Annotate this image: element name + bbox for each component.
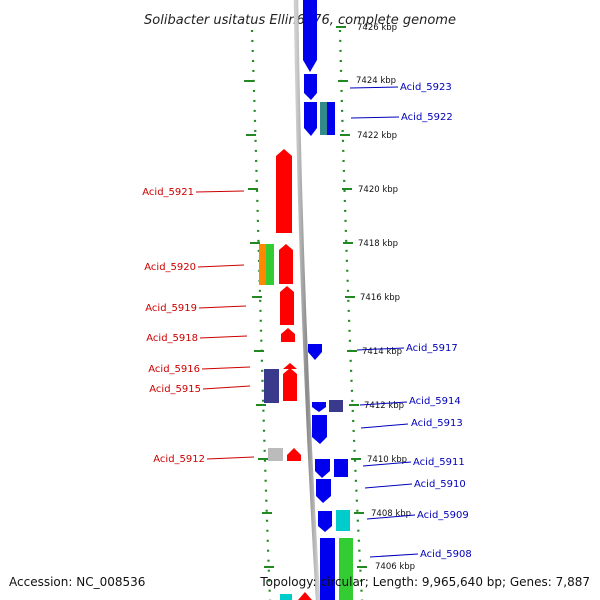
gene-label[interactable]: Acid_5921 — [142, 187, 194, 198]
gene-block[interactable] — [280, 594, 292, 600]
gene-arrow[interactable] — [303, 0, 317, 60]
tick-label: 7426 kbp — [357, 23, 397, 33]
tick-label: 7418 kbp — [358, 239, 398, 249]
gene-label[interactable]: Acid_5918 — [146, 333, 198, 344]
gene-label[interactable]: Acid_5923 — [400, 82, 452, 93]
genome-backbone — [293, 0, 321, 600]
gene-label[interactable]: Acid_5922 — [401, 112, 453, 123]
left-ticks — [244, 80, 274, 568]
gene-label[interactable]: Acid_5917 — [406, 343, 458, 354]
tick-guides — [250, 29, 364, 600]
gene-block[interactable] — [259, 244, 267, 285]
gene-block[interactable] — [266, 244, 274, 285]
left-gene-labels: Acid_5921 Acid_5920 Acid_5919 Acid_5918 … — [142, 187, 205, 465]
tick-label: 7408 kbp — [371, 509, 411, 519]
tick-label: 7406 kbp — [375, 562, 415, 572]
gene-features[interactable] — [259, 0, 353, 600]
gene-arrow[interactable] — [312, 415, 327, 444]
gene-arrow[interactable] — [308, 344, 322, 360]
scale-labels: 7426 kbp 7424 kbp 7422 kbp 7420 kbp 7418… — [356, 23, 415, 572]
tick-label: 7412 kbp — [364, 401, 404, 411]
gene-block[interactable] — [339, 538, 353, 600]
gene-block[interactable] — [336, 510, 350, 531]
gene-arrow[interactable] — [318, 511, 332, 532]
gene-arrow[interactable] — [280, 286, 294, 325]
gene-arrow[interactable] — [304, 102, 317, 136]
tick-label: 7420 kbp — [358, 185, 398, 195]
gene-arrow[interactable] — [279, 244, 293, 284]
tick-label: 7410 kbp — [367, 455, 407, 465]
gene-arrow[interactable] — [287, 448, 301, 461]
major-ticks — [336, 26, 367, 568]
gene-label[interactable]: Acid_5914 — [409, 396, 461, 407]
gene-label[interactable]: Acid_5911 — [413, 457, 465, 468]
gene-label[interactable]: Acid_5919 — [145, 303, 197, 314]
gene-block[interactable] — [334, 459, 348, 477]
topology-label: Topology: circular; Length: 9,965,640 bp… — [259, 575, 590, 589]
gene-label[interactable]: Acid_5910 — [414, 479, 466, 490]
gene-arrow[interactable] — [276, 149, 292, 233]
tick-label: 7422 kbp — [357, 131, 397, 141]
gene-label[interactable]: Acid_5915 — [149, 384, 201, 395]
gene-label[interactable]: Acid_5912 — [153, 454, 205, 465]
gene-label[interactable]: Acid_5908 — [420, 549, 472, 560]
gene-label[interactable]: Acid_5916 — [148, 364, 200, 375]
gene-arrow[interactable] — [281, 328, 295, 342]
label-leaders — [195, 86, 419, 558]
gene-block[interactable] — [327, 102, 335, 135]
gene-arrow[interactable] — [303, 60, 317, 72]
gene-arrow[interactable] — [304, 74, 317, 100]
gene-block[interactable] — [264, 369, 279, 403]
tick-label: 7424 kbp — [356, 76, 396, 86]
right-gene-labels: Acid_5923 Acid_5922 Acid_5917 Acid_5914 … — [400, 82, 472, 560]
tick-label: 7416 kbp — [360, 293, 400, 303]
gene-block[interactable] — [329, 400, 343, 412]
gene-arrow[interactable] — [283, 368, 297, 401]
gene-arrow[interactable] — [283, 363, 297, 369]
gene-arrow[interactable] — [316, 479, 331, 503]
gene-label[interactable]: Acid_5920 — [144, 262, 196, 273]
gene-arrow[interactable] — [298, 592, 312, 600]
gene-label[interactable]: Acid_5913 — [411, 418, 463, 429]
gene-arrow[interactable] — [315, 459, 330, 478]
tick-label: 7414 kbp — [362, 347, 402, 357]
gene-block[interactable] — [320, 538, 335, 600]
map-title: Solibacter usitatus Ellin6076, complete … — [144, 13, 456, 28]
accession-label: Accession: NC_008536 — [9, 575, 145, 589]
gene-arrow[interactable] — [312, 402, 326, 412]
gene-label[interactable]: Acid_5909 — [417, 510, 469, 521]
gene-block[interactable] — [268, 448, 283, 461]
gene-block[interactable] — [320, 102, 327, 135]
